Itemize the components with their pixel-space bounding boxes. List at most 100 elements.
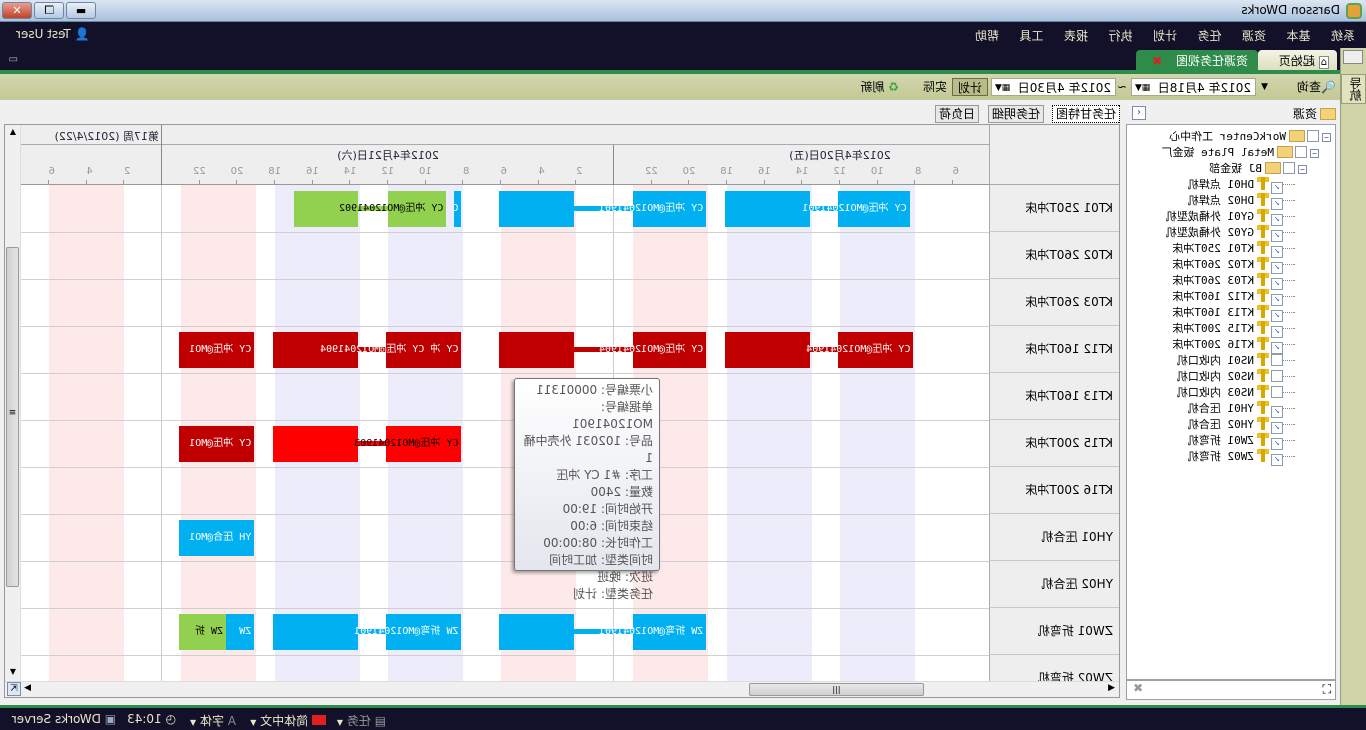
clear-icon[interactable]: ✖ [1133, 681, 1144, 695]
tree-item[interactable]: ✓KT16 200T冲床 [1172, 337, 1295, 354]
checkbox[interactable] [1271, 386, 1283, 398]
tree-item[interactable]: − Metal Plate 钣金厂 [1162, 145, 1319, 161]
checkbox[interactable]: ✓ [1271, 454, 1283, 466]
task-bar[interactable] [499, 614, 575, 650]
horizontal-scrollbar[interactable]: ◀ ||| ▶ ⇱ [5, 681, 1119, 697]
resource-row-label[interactable]: YH01 压合机 [989, 514, 1119, 561]
task-bar[interactable]: CY 冲压@MO12041902 [339, 191, 447, 227]
scroll-up-arrow[interactable]: ▲ [9, 127, 16, 136]
refresh-button[interactable]: ♻ 刷新 [860, 78, 899, 96]
menu-item-7[interactable]: 工具 [1019, 29, 1044, 43]
menu-item-5[interactable]: 执行 [1108, 29, 1133, 43]
checkbox[interactable] [1295, 146, 1307, 158]
task-bar[interactable] [499, 191, 575, 227]
status-font[interactable]: A 字体 ▼ [190, 712, 236, 729]
task-bar[interactable]: CY 冲压@MO12041904 [806, 332, 914, 368]
tree-item[interactable]: ✓KT15 200T冲床 [1172, 321, 1295, 338]
task-bar[interactable]: ZW 折 [178, 614, 227, 650]
tree-item[interactable]: ✓DH02 点焊机 [1188, 193, 1295, 210]
window-list-icon[interactable]: ▭ [8, 54, 18, 65]
menu-item-3[interactable]: 任务 [1197, 29, 1222, 43]
close-button[interactable]: ✕ [2, 2, 32, 19]
query-dropdown[interactable]: ▼ [1261, 82, 1268, 92]
task-bar[interactable] [499, 332, 575, 368]
user-info[interactable]: 👤 Test User [16, 27, 90, 41]
checkbox[interactable] [1283, 162, 1295, 174]
tab-daily-load[interactable]: 日负荷 [934, 105, 979, 123]
menu-item-1[interactable]: 基本 [1286, 29, 1311, 43]
task-bar[interactable] [725, 191, 810, 227]
menu-item-4[interactable]: 计划 [1152, 29, 1177, 43]
task-bar[interactable]: CY 冲压@MO12041901 [599, 191, 707, 227]
restore-button[interactable]: ❐ [34, 2, 64, 19]
plan-toggle[interactable]: 计划 [952, 78, 988, 96]
close-tab-icon[interactable]: ✖ [1152, 54, 1163, 68]
tree-item[interactable]: ✓GY02 外桶成型机 [1166, 225, 1295, 242]
actual-toggle[interactable]: 实际 [922, 80, 947, 94]
collapse-panel-button[interactable]: ‹ [1132, 106, 1146, 120]
tree-item[interactable]: ✓KT03 260T冲床 [1172, 273, 1295, 290]
checkbox[interactable] [1307, 130, 1319, 142]
menu-item-0[interactable]: 系统 [1330, 29, 1355, 43]
windows-icon[interactable] [1343, 50, 1363, 64]
tree-item[interactable]: ✓ZW01 折弯机 [1188, 433, 1295, 450]
resource-row-label[interactable]: KT16 200T冲床 [989, 467, 1119, 514]
task-bar[interactable]: ZW 折弯@MO12041901 [354, 614, 462, 650]
corner-button[interactable]: ⇱ [7, 682, 21, 696]
tree-item[interactable]: ✓DH01 点焊机 [1188, 177, 1295, 194]
resource-row-label[interactable]: KT02 260T冲床 [989, 232, 1119, 279]
checkbox[interactable] [1271, 354, 1283, 366]
tree-item[interactable]: ✓KT13 160T冲床 [1172, 305, 1295, 322]
task-bar[interactable]: ZW [226, 614, 255, 650]
tree-item[interactable]: ✓YH02 压合机 [1188, 417, 1295, 434]
tree-item[interactable]: NS02 内收口机 [1177, 369, 1295, 385]
menu-item-6[interactable]: 报表 [1063, 29, 1088, 43]
task-bar[interactable]: YH 压合@MO1 [178, 520, 255, 556]
resource-row-label[interactable]: ZW02 折弯机 [989, 655, 1119, 681]
task-bar[interactable] [725, 332, 810, 368]
tree-item[interactable]: ✓KT12 160T冲床 [1172, 289, 1295, 306]
task-bar[interactable]: CY 冲压@MO12041901 [802, 191, 910, 227]
tree-item[interactable]: NS03 内收口机 [1177, 385, 1295, 401]
scroll-right-arrow[interactable]: ▶ [24, 683, 31, 693]
tab-task-detail[interactable]: 任务明细 [987, 105, 1044, 123]
task-bar[interactable] [273, 426, 358, 462]
tree-item[interactable]: − WorkCenter 工作中心 [1169, 129, 1331, 145]
scroll-down-arrow[interactable]: ▼ [9, 667, 16, 676]
task-bar[interactable]: CY 冲 CY 冲压@MO12041904 [320, 332, 462, 368]
task-bar[interactable]: CY 冲压@MO12041903 [354, 426, 462, 462]
nav-tab[interactable]: 导航 [1341, 74, 1366, 104]
minimize-button[interactable]: ▬ [66, 2, 96, 19]
task-bar[interactable] [273, 614, 358, 650]
collapse-icon[interactable]: − [1298, 165, 1307, 174]
tree-item[interactable]: ✓KT01 250T冲床 [1172, 241, 1295, 258]
calendar-dropdown-icon[interactable]: ▦▼ [1135, 83, 1151, 93]
tab-task-gantt[interactable]: 任务甘特图 [1051, 105, 1120, 123]
binoculars-icon[interactable]: ⛶ [1322, 682, 1331, 696]
resource-row-label[interactable]: KT03 260T冲床 [989, 279, 1119, 326]
resource-row-label[interactable]: KT12 160T冲床 [989, 326, 1119, 373]
resource-row-label[interactable]: KT01 250T冲床 [989, 185, 1119, 232]
status-language[interactable]: 简体中文 ▼ [250, 712, 326, 729]
resource-row-label[interactable]: YH02 压合机 [989, 561, 1119, 608]
collapse-icon[interactable]: − [1310, 149, 1319, 158]
collapse-icon[interactable]: − [1322, 133, 1331, 142]
tree-item[interactable]: ✓KT02 260T冲床 [1172, 257, 1295, 274]
resource-row-label[interactable]: KT13 160T冲床 [989, 373, 1119, 420]
tree-item[interactable]: ✓YH01 压合机 [1188, 401, 1295, 418]
scroll-thumb[interactable]: ≡ [6, 247, 19, 587]
query-button[interactable]: 🔍查询 [1297, 78, 1336, 96]
scroll-thumb[interactable]: ||| [749, 683, 924, 696]
tree-item[interactable]: ✓ ZW02 折弯机 [1188, 449, 1295, 466]
vertical-scrollbar[interactable]: ▲ ≡ ▼ [5, 125, 21, 681]
tree-item[interactable]: NS01 内收口机 [1177, 353, 1295, 369]
task-bar[interactable]: ZW 折弯@MO12041901 [599, 614, 707, 650]
menu-item-2[interactable]: 资源 [1241, 29, 1266, 43]
task-bar[interactable]: CY 冲压@MO12041904 [599, 332, 707, 368]
menu-item-8[interactable]: 帮助 [974, 29, 999, 43]
resource-row-label[interactable]: ZW01 折弯机 [989, 608, 1119, 655]
date-from-input[interactable]: 2012年 4月18日 ▦▼ [1131, 78, 1256, 96]
checkbox[interactable] [1271, 370, 1283, 382]
calendar-dropdown-icon[interactable]: ▦▼ [995, 83, 1011, 93]
task-bar[interactable]: C [452, 191, 462, 227]
